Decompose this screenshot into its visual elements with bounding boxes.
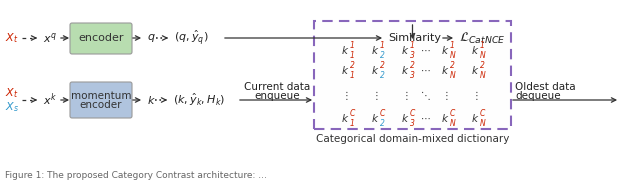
Text: N: N: [480, 51, 486, 59]
Text: $k$: $k$: [471, 64, 479, 76]
Text: $\vdots$: $\vdots$: [442, 89, 449, 102]
Text: $k$: $k$: [441, 112, 449, 124]
FancyBboxPatch shape: [70, 23, 132, 54]
Text: $k$: $k$: [341, 64, 349, 76]
Text: 2: 2: [480, 61, 485, 70]
Text: $\cdots$: $\cdots$: [420, 45, 430, 55]
Text: $X_t$: $X_t$: [5, 86, 19, 100]
Text: $k$: $k$: [147, 94, 156, 106]
Text: $\vdots$: $\vdots$: [401, 89, 409, 102]
Text: enqueue: enqueue: [254, 91, 300, 101]
Text: $\ddots$: $\ddots$: [420, 89, 430, 102]
Text: $k$: $k$: [471, 112, 479, 124]
Text: 3: 3: [410, 51, 415, 59]
Text: 1: 1: [350, 119, 355, 128]
Text: $k$: $k$: [341, 44, 349, 56]
Text: $k$: $k$: [341, 112, 349, 124]
Text: N: N: [450, 70, 456, 79]
Text: C: C: [350, 109, 355, 117]
Text: 2: 2: [380, 119, 385, 128]
Text: 3: 3: [410, 70, 415, 79]
Text: N: N: [450, 51, 456, 59]
Text: $k$: $k$: [371, 44, 379, 56]
Text: $q$: $q$: [147, 32, 156, 44]
Text: dequeue: dequeue: [515, 91, 561, 101]
Text: 1: 1: [350, 40, 355, 49]
Text: N: N: [450, 119, 456, 128]
Text: $x^k$: $x^k$: [43, 92, 57, 108]
Text: $\vdots$: $\vdots$: [371, 89, 379, 102]
Text: C: C: [380, 109, 385, 117]
Text: $X_s$: $X_s$: [5, 100, 19, 114]
Text: 1: 1: [350, 70, 355, 79]
Text: Figure 1: The proposed Category Contrast architecture: ...: Figure 1: The proposed Category Contrast…: [5, 171, 267, 180]
Text: 3: 3: [410, 119, 415, 128]
Text: momentum: momentum: [71, 91, 131, 101]
Text: $\mathcal{L}_{CatNCE}$: $\mathcal{L}_{CatNCE}$: [459, 30, 506, 46]
Text: $k$: $k$: [441, 44, 449, 56]
Text: 2: 2: [350, 61, 355, 70]
Text: $k$: $k$: [371, 64, 379, 76]
Text: Oldest data: Oldest data: [515, 82, 575, 92]
Text: 2: 2: [380, 51, 385, 59]
Text: $(k, \hat{y}_k, H_k)$: $(k, \hat{y}_k, H_k)$: [173, 92, 225, 108]
Text: Similarity: Similarity: [388, 33, 441, 43]
Text: C: C: [450, 109, 456, 117]
Text: 2: 2: [450, 61, 455, 70]
Text: N: N: [480, 70, 486, 79]
Text: 2: 2: [380, 70, 385, 79]
Text: 1: 1: [380, 40, 385, 49]
FancyBboxPatch shape: [314, 21, 511, 129]
FancyBboxPatch shape: [70, 82, 132, 118]
Text: $k$: $k$: [401, 44, 409, 56]
Text: $\cdots$: $\cdots$: [420, 65, 430, 75]
Text: $\vdots$: $\vdots$: [341, 89, 349, 102]
Text: Current data: Current data: [244, 82, 310, 92]
Text: 1: 1: [450, 40, 455, 49]
Text: C: C: [410, 109, 415, 117]
Text: $X_t$: $X_t$: [5, 31, 19, 45]
Text: $k$: $k$: [471, 44, 479, 56]
Text: 1: 1: [480, 40, 485, 49]
Text: $\vdots$: $\vdots$: [471, 89, 479, 102]
Text: $k$: $k$: [401, 64, 409, 76]
Text: 1: 1: [350, 51, 355, 59]
Text: C: C: [480, 109, 485, 117]
Text: 2: 2: [380, 61, 385, 70]
Text: $k$: $k$: [441, 64, 449, 76]
Text: N: N: [480, 119, 486, 128]
Text: $k$: $k$: [371, 112, 379, 124]
Text: Categorical domain-mixed dictionary: Categorical domain-mixed dictionary: [316, 134, 509, 144]
Text: $x^q$: $x^q$: [43, 31, 57, 45]
Text: encoder: encoder: [78, 33, 124, 43]
Text: 2: 2: [410, 61, 415, 70]
Text: encoder: encoder: [80, 100, 122, 110]
Text: $k$: $k$: [401, 112, 409, 124]
Text: $(q, \hat{y}_q)$: $(q, \hat{y}_q)$: [174, 29, 209, 47]
Text: $\cdots$: $\cdots$: [420, 113, 430, 123]
Text: 1: 1: [410, 40, 415, 49]
